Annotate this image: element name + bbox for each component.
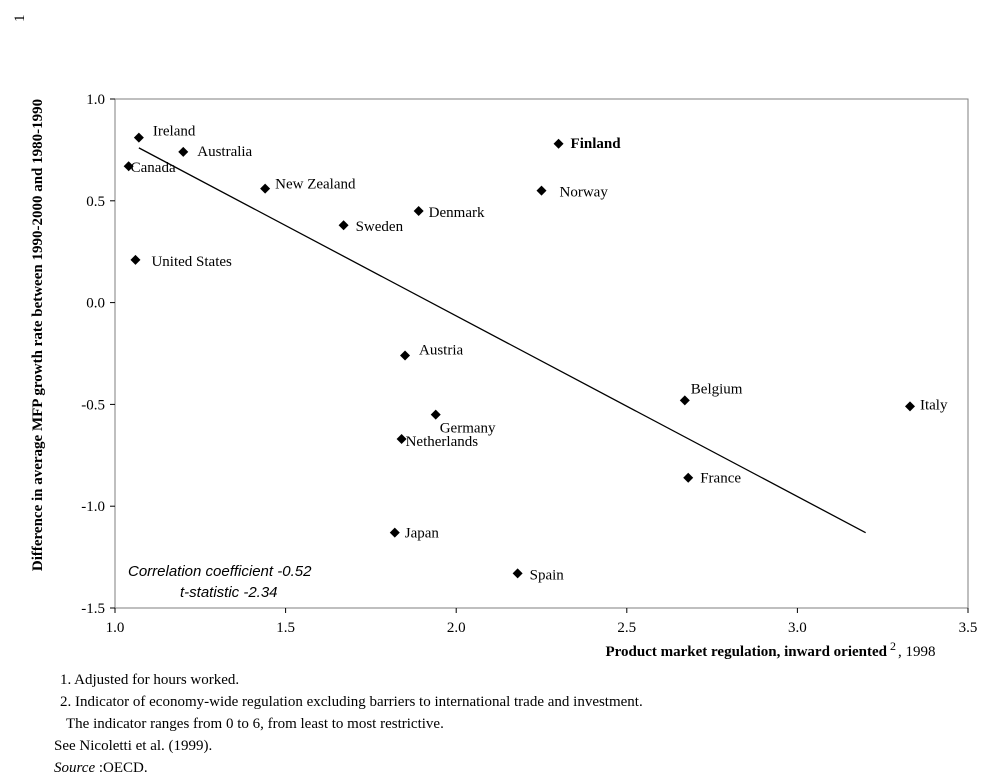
- footnote-2: 2. Indicator of economy-wide regulation …: [60, 694, 643, 710]
- point-label: Norway: [560, 185, 609, 201]
- point-label: New Zealand: [275, 177, 356, 193]
- point-marker: [389, 527, 400, 538]
- plot-border: [114, 98, 969, 609]
- point-marker: [396, 434, 407, 445]
- x-axis-title-year: , 1998: [898, 644, 936, 660]
- point-label: United States: [151, 254, 232, 270]
- point-label: Ireland: [153, 124, 196, 140]
- x-axis-title-sup: 2: [890, 639, 896, 653]
- footnote-reference: See Nicoletti et al. (1999).: [54, 738, 213, 754]
- y-tick-label: -0.5: [81, 397, 105, 413]
- point-label: Denmark: [429, 205, 485, 221]
- point-marker: [553, 138, 564, 149]
- data-points: [123, 132, 915, 579]
- footnote-2-continued: The indicator ranges from 0 to 6, from l…: [66, 716, 444, 732]
- point-marker: [430, 409, 441, 420]
- point-marker: [178, 146, 189, 157]
- point-label: Spain: [530, 567, 565, 583]
- t-statistic-annotation: t-statistic -2.34: [180, 584, 278, 601]
- y-axis-ticks: 1.0 0.5 0.0 -0.5 -1.0 -1.5: [81, 92, 115, 617]
- point-label: Canada: [131, 160, 176, 176]
- point-marker: [338, 220, 349, 231]
- x-tick-label: 2.0: [447, 620, 466, 636]
- point-marker: [123, 161, 134, 172]
- x-axis-title: Product market regulation, inward orient…: [605, 644, 887, 660]
- point-marker: [400, 350, 411, 361]
- point-label: Germany: [440, 421, 496, 437]
- scatter-chart: 1.0 0.5 0.0 -0.5 -1.0 -1.5 1.0 1.5 2.0 2.5 3.0 3.5…: [12, 15, 978, 661]
- point-marker: [133, 132, 144, 143]
- point-label: Netherlands: [406, 434, 479, 450]
- point-marker: [512, 568, 523, 579]
- trendline: [138, 147, 866, 534]
- point-marker: [683, 472, 694, 483]
- source-line: Source :OECD.: [54, 758, 148, 778]
- point-marker: [413, 205, 424, 216]
- x-tick-label: 3.0: [788, 620, 807, 636]
- correlation-annotation: Correlation coefficient -0.52: [128, 563, 312, 580]
- point-marker: [130, 254, 141, 265]
- y-tick-label: -1.5: [81, 601, 105, 617]
- point-label: Sweden: [356, 219, 404, 235]
- source-label: Source: [54, 760, 96, 776]
- y-tick-label: 0.0: [86, 296, 105, 312]
- point-marker: [679, 395, 690, 406]
- point-marker: [536, 185, 547, 196]
- point-label: Japan: [405, 526, 440, 542]
- x-tick-label: 2.5: [617, 620, 636, 636]
- y-tick-label: 0.5: [86, 194, 105, 210]
- x-tick-label: 1.0: [106, 620, 125, 636]
- x-tick-label: 1.5: [276, 620, 295, 636]
- y-axis-title-sup: 1: [12, 15, 28, 23]
- footnote-1: 1. Adjusted for hours worked.: [60, 672, 240, 688]
- y-tick-label: -1.0: [81, 499, 105, 515]
- point-label: Italy: [920, 397, 948, 413]
- point-label: France: [700, 471, 741, 487]
- point-marker: [260, 183, 271, 194]
- point-label: Austria: [419, 343, 464, 359]
- trendline-layer: [138, 147, 866, 534]
- point-marker: [904, 401, 915, 412]
- source-text: :OECD.: [95, 760, 148, 776]
- y-tick-label: 1.0: [86, 92, 105, 108]
- x-axis-ticks: 1.0 1.5 2.0 2.5 3.0 3.5: [106, 608, 978, 636]
- plot-area: [114, 98, 969, 609]
- point-label: Belgium: [691, 381, 743, 397]
- x-tick-label: 3.5: [959, 620, 978, 636]
- y-axis-title: Difference in average MFP growth rate be…: [30, 99, 46, 571]
- point-label: Finland: [571, 136, 622, 152]
- point-label: Australia: [197, 144, 252, 160]
